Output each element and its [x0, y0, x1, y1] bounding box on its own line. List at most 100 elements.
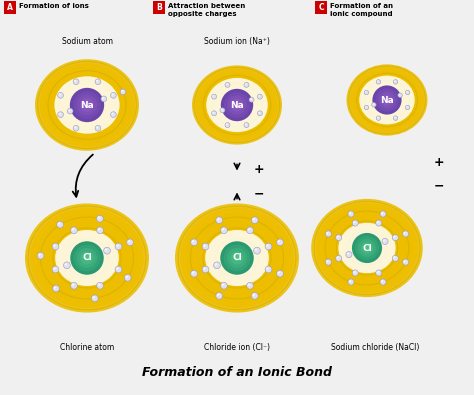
Text: C: C	[318, 3, 324, 12]
Ellipse shape	[72, 245, 102, 272]
Circle shape	[245, 124, 246, 125]
Circle shape	[217, 218, 219, 220]
Circle shape	[393, 116, 398, 120]
Circle shape	[364, 105, 369, 110]
Text: +: +	[254, 163, 264, 176]
Ellipse shape	[229, 98, 245, 112]
Text: Cl: Cl	[232, 254, 242, 263]
Ellipse shape	[226, 95, 248, 115]
Circle shape	[73, 91, 101, 119]
Circle shape	[98, 284, 100, 286]
Ellipse shape	[356, 73, 418, 127]
Circle shape	[254, 247, 260, 254]
Ellipse shape	[61, 82, 113, 128]
Circle shape	[352, 233, 382, 263]
Circle shape	[74, 80, 76, 82]
Circle shape	[203, 244, 206, 247]
Ellipse shape	[211, 82, 263, 128]
Circle shape	[249, 97, 254, 102]
Circle shape	[373, 103, 374, 105]
Ellipse shape	[330, 215, 404, 281]
Circle shape	[394, 81, 396, 82]
Circle shape	[380, 279, 386, 285]
Circle shape	[104, 247, 110, 254]
Text: A: A	[7, 3, 13, 12]
Ellipse shape	[364, 79, 410, 121]
Ellipse shape	[40, 217, 134, 299]
Text: −: −	[434, 179, 444, 192]
Circle shape	[257, 111, 262, 116]
Circle shape	[253, 218, 255, 220]
Circle shape	[222, 228, 224, 230]
Circle shape	[353, 221, 356, 223]
Text: B: B	[156, 3, 162, 12]
Circle shape	[384, 97, 390, 103]
Circle shape	[248, 228, 250, 230]
Ellipse shape	[383, 97, 391, 103]
Circle shape	[380, 211, 386, 217]
Circle shape	[404, 260, 406, 262]
Circle shape	[58, 112, 64, 117]
Circle shape	[358, 239, 376, 257]
Circle shape	[348, 279, 354, 285]
Circle shape	[265, 243, 272, 250]
Circle shape	[355, 236, 379, 260]
Circle shape	[95, 79, 101, 85]
Circle shape	[225, 83, 230, 87]
Ellipse shape	[346, 64, 428, 135]
Circle shape	[83, 102, 91, 109]
Circle shape	[74, 126, 76, 128]
Circle shape	[325, 231, 331, 237]
Ellipse shape	[55, 76, 119, 134]
Circle shape	[230, 251, 244, 265]
Circle shape	[77, 248, 97, 268]
Circle shape	[77, 95, 97, 115]
Circle shape	[95, 125, 101, 131]
FancyBboxPatch shape	[4, 1, 16, 14]
Circle shape	[402, 231, 409, 237]
Circle shape	[373, 85, 401, 115]
Text: Chlorine atom: Chlorine atom	[60, 343, 114, 352]
Circle shape	[217, 293, 219, 296]
Circle shape	[266, 244, 269, 247]
Circle shape	[348, 211, 354, 217]
Text: +: +	[434, 156, 444, 169]
Circle shape	[37, 252, 44, 259]
Ellipse shape	[353, 70, 421, 130]
Ellipse shape	[320, 207, 413, 289]
Circle shape	[227, 95, 247, 115]
Circle shape	[71, 227, 77, 234]
Circle shape	[191, 270, 198, 277]
Circle shape	[405, 105, 410, 110]
Circle shape	[67, 108, 73, 114]
Circle shape	[405, 90, 410, 95]
Circle shape	[364, 245, 370, 251]
Circle shape	[227, 248, 247, 268]
Circle shape	[202, 243, 209, 250]
Circle shape	[394, 117, 396, 118]
Ellipse shape	[311, 199, 423, 297]
Ellipse shape	[374, 88, 401, 112]
Text: Na: Na	[380, 96, 394, 105]
Circle shape	[53, 244, 55, 247]
Circle shape	[58, 222, 60, 225]
Ellipse shape	[233, 102, 241, 108]
Ellipse shape	[380, 94, 394, 106]
Circle shape	[251, 217, 258, 224]
Circle shape	[376, 220, 382, 226]
Ellipse shape	[370, 85, 404, 115]
Circle shape	[393, 80, 398, 84]
Circle shape	[377, 81, 379, 82]
Circle shape	[64, 262, 70, 269]
Circle shape	[72, 228, 74, 230]
Circle shape	[83, 255, 91, 261]
Circle shape	[234, 255, 240, 261]
Circle shape	[96, 80, 98, 82]
Circle shape	[404, 232, 406, 234]
Circle shape	[337, 236, 339, 238]
Circle shape	[337, 256, 339, 258]
Ellipse shape	[222, 92, 252, 118]
Ellipse shape	[367, 82, 407, 118]
Circle shape	[57, 221, 64, 228]
Ellipse shape	[35, 59, 139, 151]
